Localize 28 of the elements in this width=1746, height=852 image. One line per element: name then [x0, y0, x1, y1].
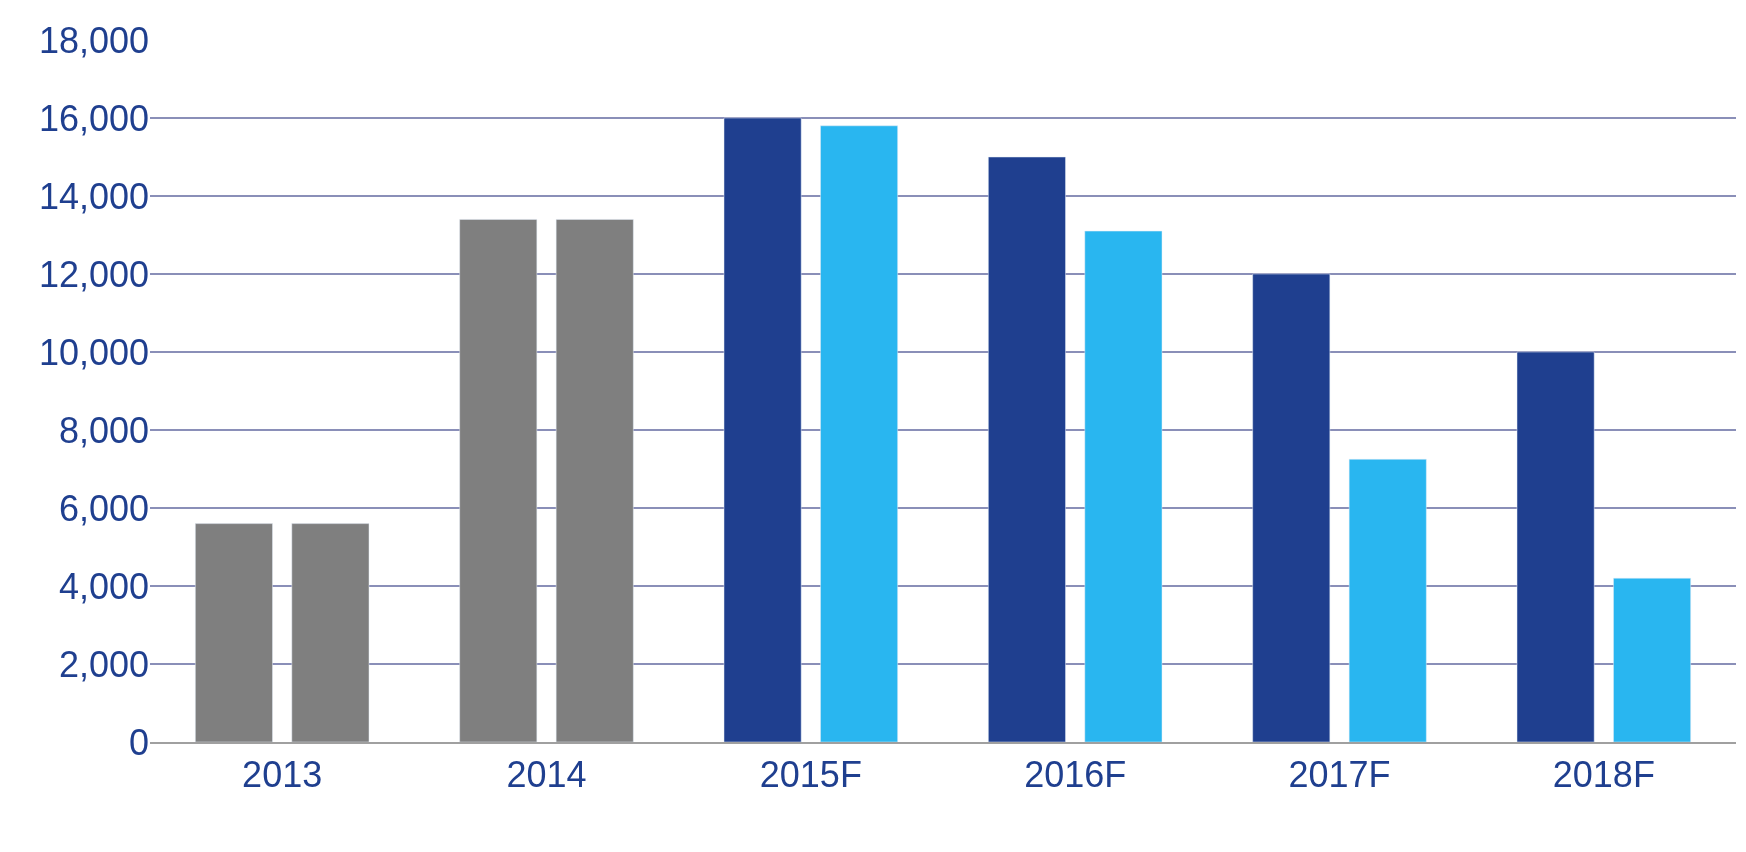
y-tick-label: 0 [128, 721, 149, 763]
bar [195, 523, 273, 742]
y-tick-label: 4,000 [58, 565, 149, 607]
bar [1516, 351, 1595, 742]
bar [988, 156, 1066, 742]
x-tick-label: 2017F [1288, 754, 1391, 796]
bar [723, 117, 802, 742]
bar [291, 523, 370, 742]
bar [1252, 273, 1331, 742]
y-tick-label: 18,000 [38, 19, 149, 61]
x-tick-label: 2013 [242, 754, 323, 796]
bar [459, 219, 538, 742]
bar [1348, 459, 1427, 742]
y-tick-label: 16,000 [38, 97, 149, 139]
y-tick-label: 6,000 [58, 487, 149, 529]
bar [1084, 230, 1163, 742]
bar [1613, 577, 1691, 742]
bar [820, 125, 898, 742]
x-tick-label: 2014 [506, 754, 587, 796]
y-tick-label: 10,000 [38, 331, 149, 373]
y-tick-label: 14,000 [38, 175, 149, 217]
bar [555, 219, 634, 742]
x-tick-label: 2016F [1024, 754, 1127, 796]
x-tick-label: 2015F [759, 754, 862, 796]
y-tick-label: 8,000 [58, 409, 149, 451]
y-tick-label: 12,000 [38, 253, 149, 295]
y-tick-label: 2,000 [58, 643, 149, 685]
x-tick-label: 2018F [1552, 754, 1655, 796]
